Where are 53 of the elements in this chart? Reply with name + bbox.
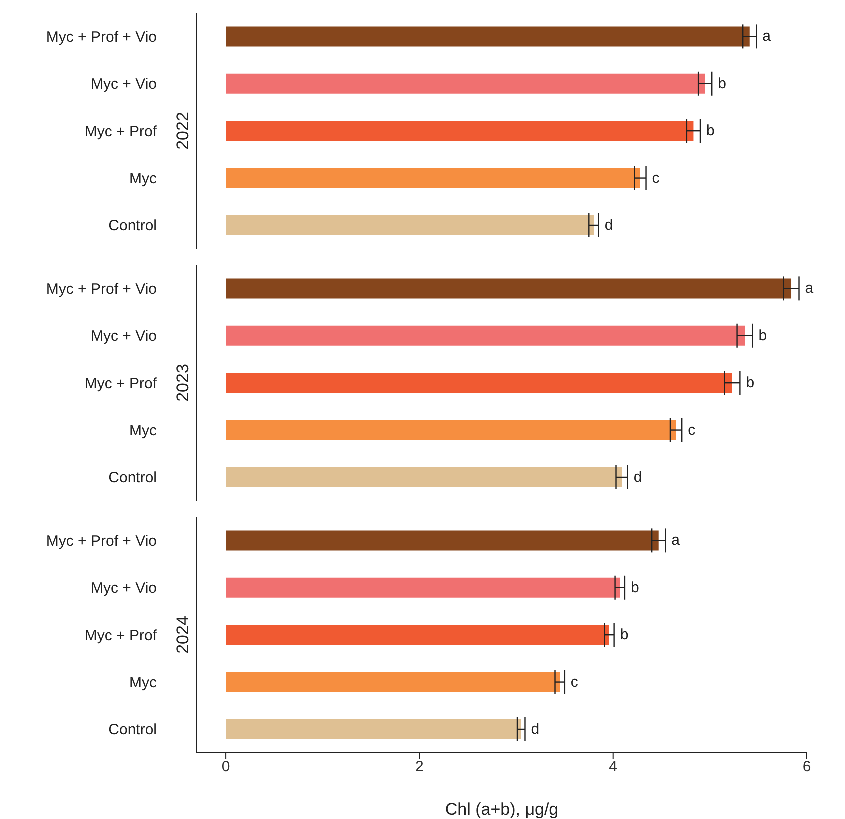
x-tick-label: 4 [609,758,618,776]
y-tick-label: Myc [130,422,158,440]
y-tick-label: Myc + Vio [91,328,157,346]
data-label: a [762,28,772,46]
bar [226,215,594,236]
bar [226,26,750,47]
y-tick-label: Control [108,218,157,235]
bar [226,467,622,488]
y-axis-title: 2022 [174,112,192,150]
x-axis-title: Chl (a+b), μg/g [445,800,559,819]
data-label: b [746,374,755,392]
bar [226,373,732,394]
y-tick-label: Myc + Prof [84,627,158,644]
y-tick-label: Myc + Prof [84,375,158,392]
x-tick-label: 2 [416,758,424,776]
data-label: b [620,626,629,644]
bar [226,672,560,692]
bar [226,168,640,188]
data-label: b [758,327,768,344]
y-tick-label: Myc [130,674,158,692]
bar [226,74,706,94]
x-tick-label: 6 [802,758,812,776]
bar [226,326,746,346]
bar [226,278,792,299]
data-label: c [570,674,579,691]
data-label: a [672,532,681,550]
data-label: b [718,75,726,92]
y-tick-label: Myc + Vio [91,76,157,94]
bar [226,121,694,142]
y-tick-label: Myc + Prof + Vio [46,532,157,550]
y-tick-label: Control [108,722,157,739]
data-label: a [805,280,814,298]
x-tick-label: 0 [222,758,230,776]
y-tick-label: Myc + Prof [84,123,158,140]
y-axis-title: 2024 [174,616,192,654]
y-tick-label: Control [108,470,157,487]
y-tick-label: Myc [130,170,158,188]
bar [226,578,620,598]
y-tick-label: Myc + Prof + Vio [46,280,157,298]
bar [226,420,676,440]
y-tick-label: Myc + Vio [91,580,157,598]
data-label: c [652,170,660,187]
bar [226,625,610,646]
data-label: d [634,468,642,486]
data-label: b [706,122,715,140]
y-tick-label: Myc + Prof + Vio [46,28,157,46]
bar [226,719,522,740]
data-label: c [688,422,696,439]
data-label: d [531,720,540,738]
y-axis-title: 2023 [174,364,192,402]
data-label: d [604,216,614,234]
bar [226,530,659,551]
data-label: b [630,579,640,596]
